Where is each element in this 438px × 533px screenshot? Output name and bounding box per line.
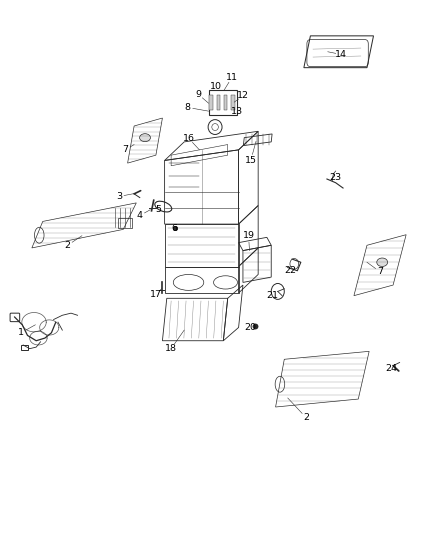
Text: 15: 15 [245, 156, 257, 165]
Text: 13: 13 [231, 107, 244, 116]
Text: 24: 24 [385, 364, 397, 373]
Text: 6: 6 [171, 224, 177, 233]
Text: 9: 9 [195, 90, 201, 99]
Text: 3: 3 [116, 192, 122, 201]
Bar [209, 95, 213, 110]
Bar [217, 95, 220, 110]
Text: 21: 21 [267, 291, 279, 300]
Ellipse shape [377, 258, 388, 266]
Text: 11: 11 [226, 72, 238, 82]
Bar [118, 217, 132, 228]
Text: 10: 10 [209, 82, 222, 91]
Text: 16: 16 [183, 134, 194, 143]
Text: 5: 5 [155, 205, 161, 214]
Text: 14: 14 [335, 50, 347, 59]
Text: 7: 7 [377, 268, 383, 276]
Bar [21, 345, 28, 350]
Text: 8: 8 [185, 103, 191, 112]
Text: 1: 1 [18, 328, 24, 337]
Text: 19: 19 [243, 231, 254, 240]
Text: 17: 17 [150, 290, 162, 299]
Ellipse shape [140, 134, 150, 142]
Text: 20: 20 [245, 323, 257, 332]
Text: 4: 4 [137, 211, 143, 220]
Text: 12: 12 [237, 91, 249, 100]
Text: 22: 22 [284, 266, 296, 275]
Bar [208, 90, 237, 115]
Text: 2: 2 [303, 413, 309, 422]
Bar [231, 95, 235, 110]
Text: 23: 23 [329, 173, 342, 182]
Text: 2: 2 [64, 241, 71, 250]
Text: 7: 7 [123, 146, 128, 155]
Text: 18: 18 [165, 344, 177, 353]
Bar [224, 95, 227, 110]
